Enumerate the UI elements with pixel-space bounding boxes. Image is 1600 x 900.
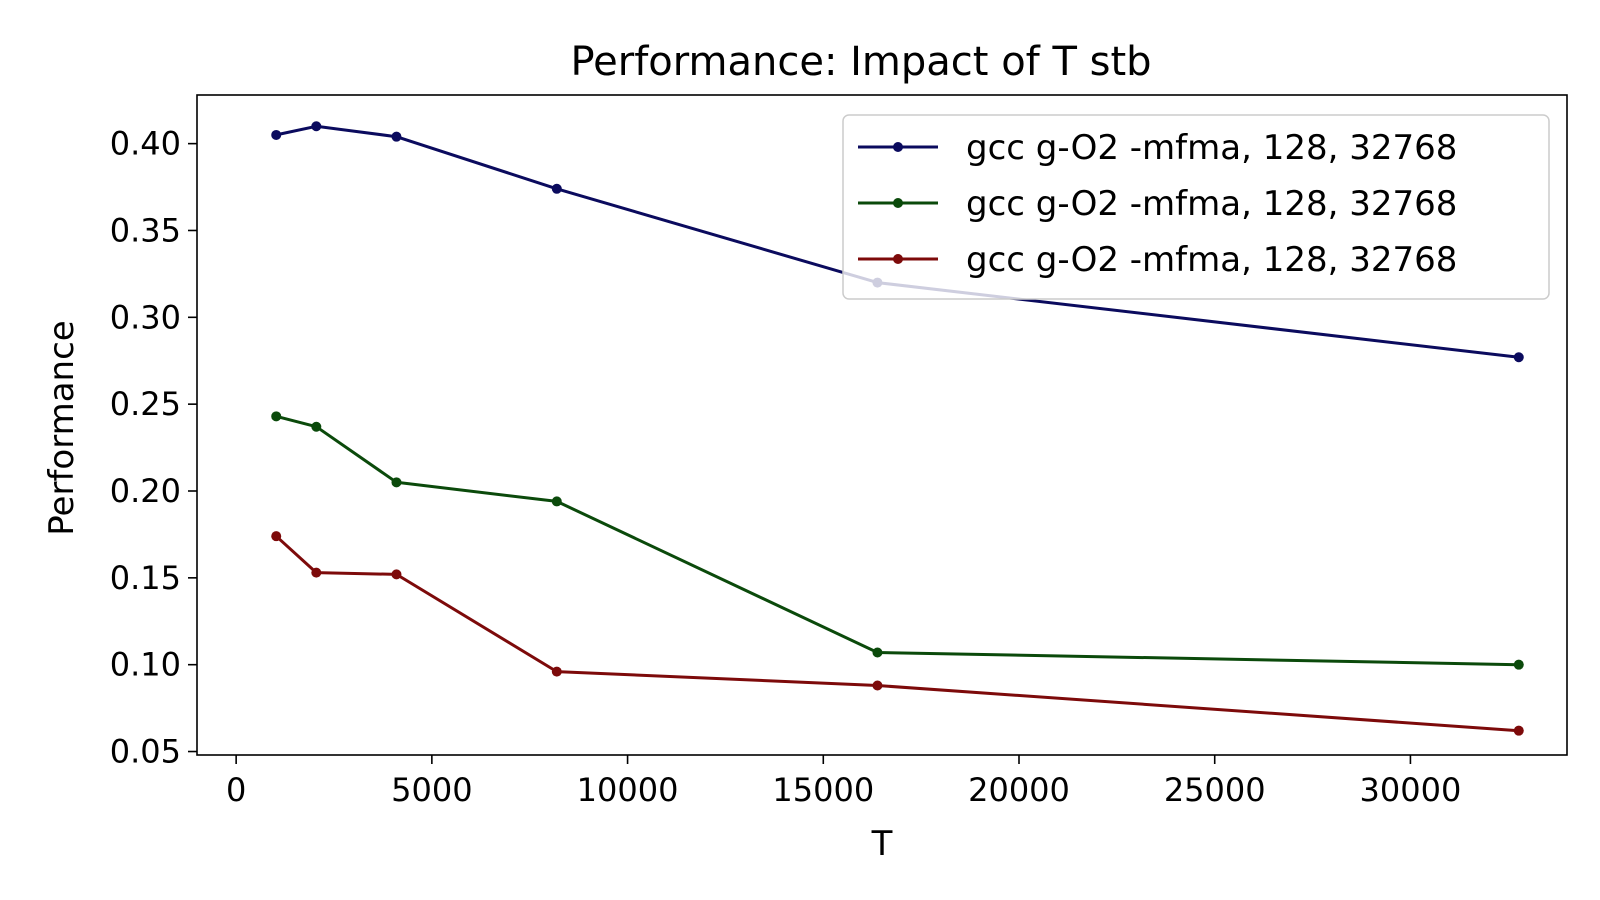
data-point: [552, 184, 562, 194]
y-tick-label: 0.05: [110, 733, 181, 771]
data-point: [311, 422, 321, 432]
legend-swatch-marker: [893, 198, 903, 208]
data-point: [271, 411, 281, 421]
data-point: [552, 496, 562, 506]
x-tick-label: 5000: [391, 771, 472, 809]
x-tick-label: 10000: [577, 771, 679, 809]
x-tick-label: 30000: [1360, 771, 1462, 809]
series-line-3: [276, 536, 1519, 731]
y-tick-label: 0.20: [110, 472, 181, 510]
data-point: [271, 531, 281, 541]
legend-swatch-marker: [893, 142, 903, 152]
chart-title: Performance: Impact of T stb: [570, 39, 1151, 85]
x-tick-label: 25000: [1164, 771, 1266, 809]
legend-entry-label: gcc g-O2 -mfma, 128, 32768: [966, 128, 1457, 168]
y-axis: 0.05 0.10 0.15 0.20 0.25 0.30 0.35 0.40: [110, 125, 197, 771]
data-point: [1514, 660, 1524, 670]
data-point: [391, 132, 401, 142]
data-point: [1514, 726, 1524, 736]
x-axis: 0 5000 10000 15000 20000 25000 30000: [226, 755, 1461, 809]
data-point: [391, 569, 401, 579]
y-tick-label: 0.35: [110, 211, 181, 249]
legend-entry-label: gcc g-O2 -mfma, 128, 32768: [966, 240, 1457, 280]
data-point: [552, 667, 562, 677]
data-point: [872, 681, 882, 691]
series-line-2: [276, 416, 1519, 664]
y-tick-label: 0.15: [110, 559, 181, 597]
data-point: [271, 130, 281, 140]
x-axis-label: T: [871, 824, 893, 864]
data-point: [1514, 352, 1524, 362]
data-point: [311, 568, 321, 578]
legend-entry-label: gcc g-O2 -mfma, 128, 32768: [966, 184, 1457, 224]
y-axis-label: Performance: [42, 320, 82, 535]
y-tick-label: 0.25: [110, 385, 181, 423]
data-point: [391, 477, 401, 487]
y-tick-label: 0.10: [110, 646, 181, 684]
data-point: [872, 648, 882, 658]
data-point: [311, 121, 321, 131]
x-tick-label: 0: [226, 771, 246, 809]
x-tick-label: 20000: [968, 771, 1070, 809]
y-tick-label: 0.40: [110, 125, 181, 163]
legend-swatch-marker: [893, 254, 903, 264]
legend: gcc g-O2 -mfma, 128, 32768 gcc g-O2 -mfma…: [843, 115, 1549, 299]
y-tick-label: 0.30: [110, 298, 181, 336]
x-tick-label: 15000: [772, 771, 874, 809]
